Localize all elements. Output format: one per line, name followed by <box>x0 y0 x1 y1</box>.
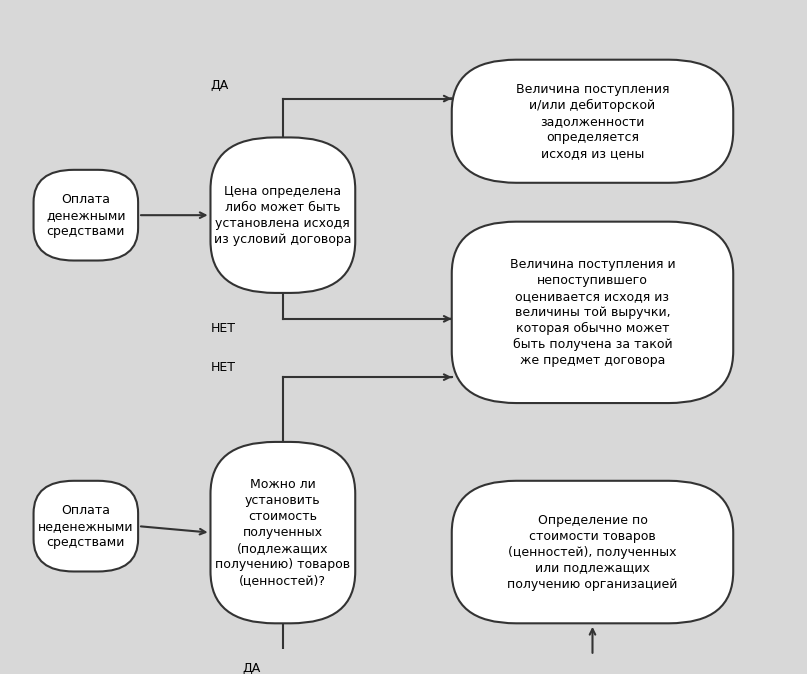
Text: Величина поступления
и/или дебиторской
задолженности
определяется
исходя из цены: Величина поступления и/или дебиторской з… <box>516 83 669 160</box>
FancyBboxPatch shape <box>452 60 734 183</box>
Text: Величина поступления и
непоступившего
оценивается исходя из
величины той выручки: Величина поступления и непоступившего оц… <box>510 257 675 367</box>
FancyBboxPatch shape <box>211 442 355 623</box>
Text: Оплата
неденежными
средствами: Оплата неденежными средствами <box>38 503 134 549</box>
Text: Определение по
стоимости товаров
(ценностей), полученных
или подлежащих
получени: Определение по стоимости товаров (ценнос… <box>508 514 678 590</box>
Text: Можно ли
установить
стоимость
полученных
(подлежащих
получению) товаров
(ценност: Можно ли установить стоимость полученных… <box>215 478 350 587</box>
FancyBboxPatch shape <box>211 137 355 293</box>
Text: ДА: ДА <box>243 662 261 674</box>
Text: Цена определена
либо может быть
установлена исходя
из условий договора: Цена определена либо может быть установл… <box>214 185 352 246</box>
FancyBboxPatch shape <box>452 481 734 623</box>
Text: Оплата
денежными
средствами: Оплата денежными средствами <box>46 193 126 238</box>
FancyBboxPatch shape <box>452 222 734 403</box>
Text: НЕТ: НЕТ <box>211 361 236 374</box>
Text: ДА: ДА <box>211 79 228 92</box>
Text: НЕТ: НЕТ <box>211 322 236 335</box>
FancyBboxPatch shape <box>34 481 138 572</box>
FancyBboxPatch shape <box>34 170 138 261</box>
